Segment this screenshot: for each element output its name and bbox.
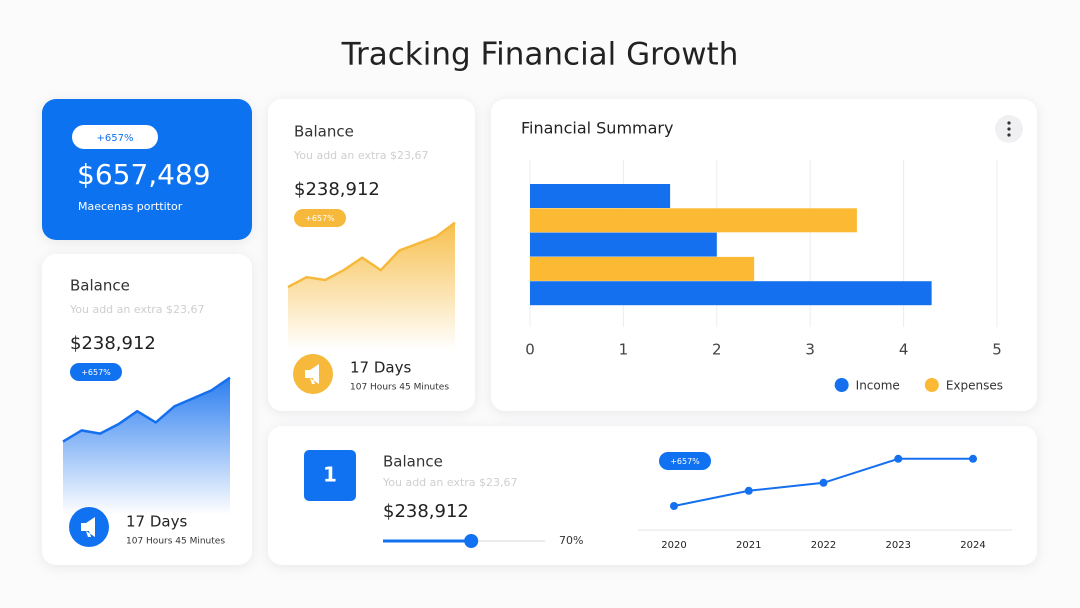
bar [530,256,755,281]
time: 107 Hours 45 Minutes [126,537,225,547]
bottom-card [268,426,1037,565]
number-box [304,450,356,501]
x-tick-label: 3 [805,341,815,359]
x-tick-label: 2 [712,341,722,359]
badge [70,363,122,381]
menu-dot [1007,127,1011,131]
amount: $238,912 [383,501,469,522]
x-tick-label: 1 [619,341,629,359]
point [969,454,977,463]
bar [530,281,932,306]
x-tick-label: 0 [525,341,535,359]
badge-text: +657% [81,368,111,377]
x-tick-label: 2023 [886,540,911,551]
point [894,454,903,463]
card-subtitle: You add an extra $23,67 [293,149,429,162]
x-tick-label: 2020 [661,540,686,551]
x-tick-label: 4 [899,341,909,359]
badge [659,452,711,470]
point [819,478,828,487]
legend-label: Income [856,379,900,393]
badge-text: +657% [305,214,335,223]
area [63,377,230,515]
menu-dot [1007,133,1011,137]
megaphone-icon [81,517,95,537]
amount: $657,489 [77,158,211,191]
menu-dot [1007,121,1011,125]
days: 17 Days [350,359,411,377]
days: 17 Days [126,513,187,531]
x-tick-label: 2022 [811,540,836,551]
progress-label: 70% [559,534,583,547]
line [62,376,231,443]
card-subtitle: You add an extra $23,67 [69,303,205,316]
x-tick-label: 2024 [960,540,985,551]
bar [530,208,857,233]
x-tick-label: 5 [992,341,1002,359]
point [744,486,753,495]
card-title: Balance [294,123,354,141]
page-title: Tracking Financial Growth [341,37,739,73]
x-tick-label: 2021 [736,540,761,551]
card-title: Balance [70,277,130,295]
time: 107 Hours 45 Minutes [350,383,449,393]
chart-title: Financial Summary [521,119,673,138]
legend-marker [924,378,939,392]
bar [530,232,717,257]
summary-card [491,99,1037,411]
amount: $238,912 [294,179,380,200]
point [670,502,678,510]
card-title: Balance [383,453,443,471]
badge [294,209,346,227]
line [287,221,456,289]
badge [72,125,158,149]
legend-label: Expenses [946,379,1003,393]
badge-text: +657% [97,133,134,144]
bar [530,184,671,208]
number: 1 [323,463,337,487]
area [288,222,455,350]
card-subtitle: You add an extra $23,67 [382,476,518,489]
badge-text: +657% [670,457,700,466]
caption: Maecenas porttitor [78,200,183,213]
amount: $238,912 [70,333,156,354]
slider-knob [464,534,479,548]
legend-marker [834,378,849,392]
megaphone-icon [305,364,319,384]
